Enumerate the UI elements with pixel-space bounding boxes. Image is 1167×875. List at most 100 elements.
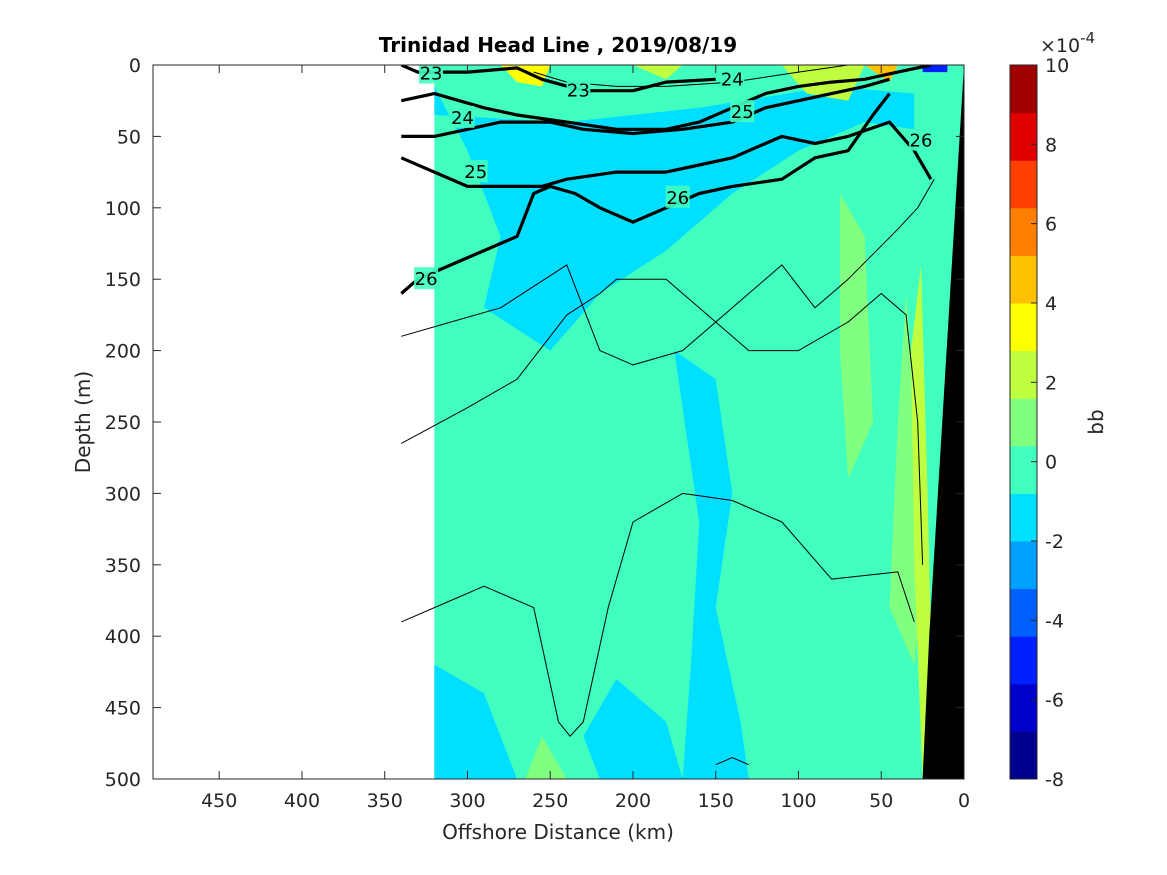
x-axis-label: Offshore Distance (km) xyxy=(442,820,674,844)
contour-line-7 xyxy=(401,278,924,565)
colorbar xyxy=(1010,65,1037,780)
chart-title: Trinidad Head Line , 2019/08/19 xyxy=(379,33,737,57)
colorbar-tick-label-4: 2 xyxy=(1045,372,1057,394)
contour-label-bg-6 xyxy=(665,185,690,208)
y-tick-label-1: 50 xyxy=(117,126,141,148)
colorbar-ticks: 10 8 6 4 2 0 -2 -4 -6 -8 xyxy=(1031,55,1069,791)
x-tick-label-8: 50 xyxy=(869,790,893,812)
x-axis: 450 400 350 300 250 200 150 100 50 0 xyxy=(201,65,970,812)
colorbar-exponent-power: -4 xyxy=(1080,29,1095,47)
colorbar-segment-8 xyxy=(1010,350,1037,399)
y-tick-label-9: 450 xyxy=(105,698,141,720)
bb-patch-3 xyxy=(583,679,683,779)
contour-label-bg-1 xyxy=(566,78,591,101)
contour-label-bg-4 xyxy=(463,160,488,183)
contour-label-8: 26 xyxy=(910,131,933,152)
contour-label-2: 24 xyxy=(451,108,474,129)
colorbar-exponent-base: ×10 xyxy=(1040,35,1080,57)
contour-line-4 xyxy=(400,120,933,188)
bathymetry xyxy=(922,65,964,779)
y-axis-label: Depth (m) xyxy=(71,371,95,473)
x-tick-label-1: 400 xyxy=(284,790,320,812)
colorbar-segment-6 xyxy=(1010,445,1037,494)
contour-label-7: 26 xyxy=(415,269,438,290)
colorbar-label: bb xyxy=(1084,409,1108,434)
colorbar-tick-label-8: -6 xyxy=(1045,690,1064,712)
bb-patch-5 xyxy=(525,736,567,779)
bb-patch-2 xyxy=(434,664,518,779)
contour-label-layer: 23 23 24 24 25 25 26 26 26 xyxy=(414,64,933,290)
contour-label-bg-0 xyxy=(419,65,444,84)
bb-patch-7 xyxy=(911,264,935,779)
colorbar-tick-label-0: 10 xyxy=(1045,55,1069,77)
bb-patch-9 xyxy=(633,65,683,80)
colorbar-tick-label-9: -8 xyxy=(1045,769,1064,791)
contour-line-5 xyxy=(400,92,891,295)
colorbar-tick-label-3: 4 xyxy=(1045,293,1057,315)
colorbar-segment-3 xyxy=(1010,588,1037,637)
colorbar-segment-4 xyxy=(1010,541,1037,590)
bb-patch-0 xyxy=(434,86,915,351)
x-tick-label-3: 300 xyxy=(449,790,485,812)
colorbar-segment-12 xyxy=(1010,160,1037,209)
colorbar-segment-14 xyxy=(1010,65,1037,114)
colorbar-exponent: ×10-4 xyxy=(1040,29,1095,57)
x-tick-label-6: 150 xyxy=(698,790,734,812)
colorbar-tick-label-2: 6 xyxy=(1045,214,1057,236)
contour-label-bg-3 xyxy=(720,67,745,90)
contour-label-1: 23 xyxy=(567,81,590,102)
colorbar-tick-label-1: 8 xyxy=(1045,134,1057,156)
colorbar-segment-7 xyxy=(1010,398,1037,447)
contour-label-4: 25 xyxy=(464,162,487,183)
colorbar-segment-5 xyxy=(1010,493,1037,542)
x-tick-label-0: 450 xyxy=(201,790,237,812)
bb-patch-4 xyxy=(839,193,873,480)
x-tick-label-7: 100 xyxy=(780,790,816,812)
colorbar-tick-label-6: -2 xyxy=(1045,531,1064,553)
y-tick-label-10: 500 xyxy=(105,769,141,791)
bathymetry-layer xyxy=(922,65,964,779)
contour-line-2 xyxy=(400,65,932,131)
y-tick-label-8: 400 xyxy=(105,626,141,648)
colorbar-segment-13 xyxy=(1010,112,1037,161)
y-tick-label-7: 350 xyxy=(105,555,141,577)
plot-area: 23 23 24 24 25 25 26 26 26 xyxy=(153,64,964,779)
colorbar-segment-1 xyxy=(1010,683,1037,732)
y-tick-label-0: 0 xyxy=(129,55,141,77)
bb-patch-11 xyxy=(864,65,898,83)
y-tick-label-3: 150 xyxy=(105,269,141,291)
contour-label-6: 26 xyxy=(666,188,689,209)
x-tick-label-2: 350 xyxy=(367,790,403,812)
contour-label-bg-5 xyxy=(730,100,755,123)
colorbar-segment-2 xyxy=(1010,636,1037,685)
colorbar-segment-11 xyxy=(1010,207,1037,256)
contour-label-0: 23 xyxy=(420,64,443,85)
colorbar-tick-label-7: -4 xyxy=(1045,610,1064,632)
x-tick-label-5: 200 xyxy=(615,790,651,812)
colorbar-tick-label-5: 0 xyxy=(1045,452,1057,474)
bb-patch-1 xyxy=(674,350,749,779)
colorbar-segment-10 xyxy=(1010,255,1037,304)
colorbar-frame xyxy=(1009,64,1038,780)
contour-line-6 xyxy=(401,178,935,366)
contour-label-bg-7 xyxy=(414,267,439,290)
x-tick-label-4: 250 xyxy=(532,790,568,812)
contour-label-bg-8 xyxy=(908,128,933,151)
contour-line-8 xyxy=(401,492,915,737)
contour-label-3: 24 xyxy=(721,69,744,90)
y-tick-label-4: 200 xyxy=(105,341,141,363)
y-tick-label-2: 100 xyxy=(105,198,141,220)
y-axis: 0 50 100 150 200 250 300 350 400 450 500 xyxy=(105,55,964,791)
x-tick-label-9: 0 xyxy=(958,790,970,812)
contour-label-5: 25 xyxy=(731,102,754,123)
bb-patch-layer xyxy=(434,65,948,779)
colorbar-segment-9 xyxy=(1010,303,1037,352)
contour-label-bg-2 xyxy=(450,105,475,128)
y-tick-label-5: 250 xyxy=(105,412,141,434)
y-tick-label-6: 300 xyxy=(105,483,141,505)
bb-patch-8 xyxy=(500,65,551,87)
contour-line-3 xyxy=(401,77,890,138)
contour-line-9 xyxy=(715,757,749,766)
colorbar-segment-0 xyxy=(1010,731,1037,780)
